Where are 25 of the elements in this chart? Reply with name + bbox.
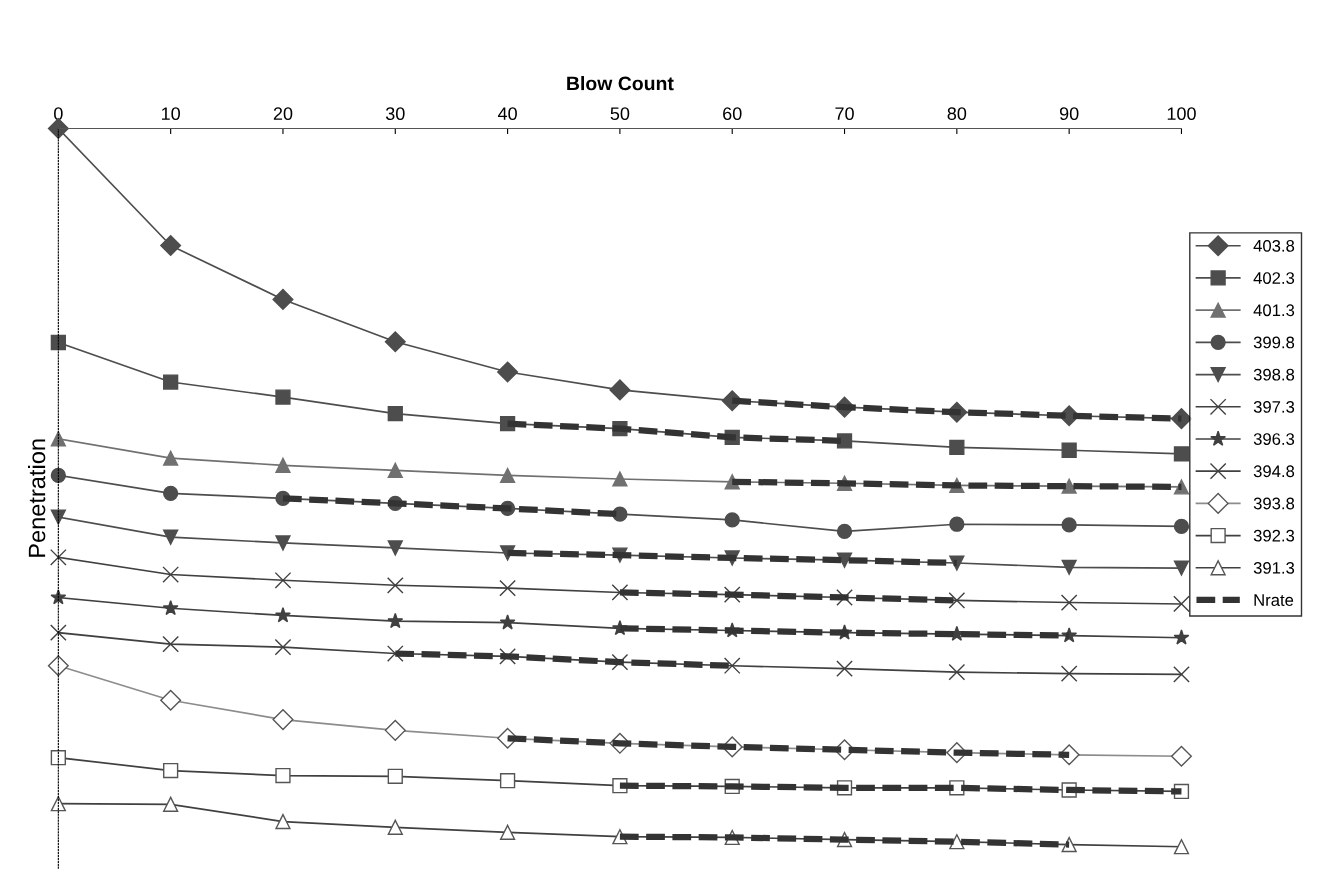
legend-label: 391.3 bbox=[1253, 561, 1295, 574]
y-axis-title: Penetration bbox=[28, 439, 46, 557]
x-tick-label: 30 bbox=[385, 107, 405, 121]
x-tick-label: 90 bbox=[1059, 107, 1079, 121]
legend-label: 397.3 bbox=[1253, 400, 1295, 413]
x-tick-label: 20 bbox=[273, 107, 293, 121]
x-tick-label: 50 bbox=[610, 107, 630, 121]
x-tick-label: 40 bbox=[497, 107, 517, 121]
legend-label: 401.3 bbox=[1253, 304, 1295, 317]
x-axis-title: Blow Count bbox=[567, 76, 674, 91]
x-tick-label: 10 bbox=[161, 107, 180, 121]
legend-label: 392.3 bbox=[1253, 529, 1295, 542]
legend-label: 399.8 bbox=[1253, 336, 1295, 349]
legend-label: 394.8 bbox=[1253, 465, 1295, 478]
legend-label: 396.3 bbox=[1253, 433, 1295, 445]
legend-label: 393.8 bbox=[1253, 497, 1295, 510]
legend-label: 402.3 bbox=[1253, 272, 1295, 284]
legend-label: 403.8 bbox=[1253, 239, 1295, 252]
x-tick-label: 0 bbox=[54, 107, 63, 121]
legend-label: Nrate bbox=[1254, 594, 1294, 606]
x-tick-label: 60 bbox=[723, 107, 742, 121]
x-tick-label: 70 bbox=[835, 107, 854, 121]
x-tick-label: 100 bbox=[1167, 107, 1196, 121]
legend-label: 398.8 bbox=[1253, 368, 1295, 381]
x-tick-label: 80 bbox=[947, 107, 967, 121]
